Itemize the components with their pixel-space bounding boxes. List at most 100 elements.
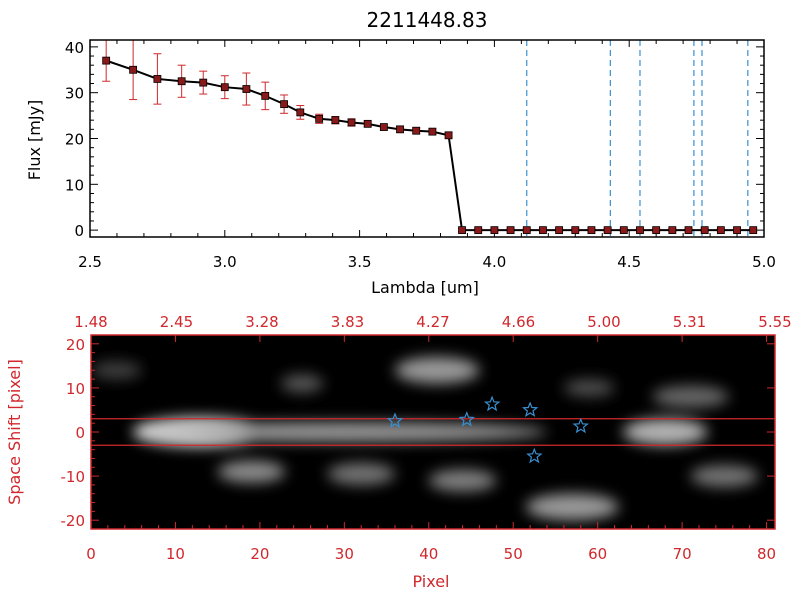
spectrum-x-label: Lambda [um] <box>371 278 479 297</box>
spectrum-data-point <box>490 226 499 235</box>
spectrum-x-tick-label: 3.0 <box>213 253 237 271</box>
image-blob <box>91 361 142 380</box>
spectrum-data-point <box>412 126 421 135</box>
spectrum-x-tick-label: 4.5 <box>617 253 641 271</box>
image-x-tick-label: 20 <box>250 545 269 563</box>
spectrum-data-point <box>199 78 208 87</box>
image-blob <box>525 493 619 521</box>
image-blob <box>652 385 729 408</box>
spectrum-data-point <box>315 114 324 123</box>
spectrum-data-point <box>347 118 356 127</box>
image-top-tick-label: 5.00 <box>587 313 620 331</box>
image-star-marker <box>386 412 404 428</box>
image-stars <box>386 395 589 464</box>
spectrum-data-point <box>242 85 251 93</box>
image-x-label: Pixel <box>412 572 449 591</box>
spectrum-data-point <box>363 119 372 128</box>
image-y-label: Space Shift [pixel] <box>5 359 24 505</box>
spectrum-data-point <box>619 226 628 235</box>
image-blob <box>281 374 324 393</box>
image-star-marker <box>526 447 543 464</box>
spectrum-data-point <box>716 226 725 235</box>
spectrum-data-point <box>153 75 162 83</box>
spectrum-panel: 2211448.83 Flux [mJy] Lambda [um] 2.5 3.0… <box>25 8 776 297</box>
spectrum-data-point <box>506 226 515 235</box>
image-x-tick-label: 10 <box>166 545 185 563</box>
image-blob <box>690 465 759 488</box>
image-blob <box>428 469 497 492</box>
spectrum-x-tick-label: 3.5 <box>348 253 372 271</box>
spectrum-data-point <box>684 226 693 235</box>
spectrum-data-point <box>458 226 466 235</box>
spectrum-data-point <box>296 108 305 117</box>
spectrum-data-point <box>668 226 677 235</box>
image-y-tick-label: 10 <box>66 380 85 398</box>
spectrum-y-tick-label: 10 <box>65 176 84 194</box>
spectrum-y-tick-label: 0 <box>74 222 84 240</box>
spectrum-vertical-lines <box>526 40 749 237</box>
spectrum-data-point <box>444 131 453 140</box>
image-y-tick-label: 20 <box>66 336 85 354</box>
image-y-tick-label: 0 <box>75 424 85 442</box>
image-blob <box>217 460 286 483</box>
spectrum-data-point <box>379 123 388 131</box>
spectrum-data-point <box>220 83 229 92</box>
spectrum-x-tick-label: 4.0 <box>482 253 506 271</box>
spectrum-data-point <box>428 127 437 136</box>
spectrum-data-point <box>280 100 289 109</box>
image-blobs <box>91 357 759 521</box>
spectrum-image-panel: 0 10 20 30 40 50 60 70 80 -20 -10 0 10 20 1.48 2.45 3.28… <box>5 313 792 591</box>
image-x-tick-label: 60 <box>588 545 607 563</box>
spectrum-data-point <box>700 226 709 235</box>
image-star-marker <box>483 395 501 412</box>
spectrum-axes: 2.5 3.0 3.5 4.0 4.5 5.0 0 10 20 30 40 <box>65 39 776 271</box>
spectrum-data-point <box>749 226 758 235</box>
image-x-tick-label: 70 <box>673 545 692 563</box>
spectrum-plot-frame <box>89 39 765 238</box>
spectrum-data-point <box>331 116 340 125</box>
image-axes: 0 10 20 30 40 50 60 70 80 -20 -10 0 10 20 1.48 2.45 3.28… <box>61 313 792 563</box>
spectrum-data-point <box>474 226 483 235</box>
spectrum-data-point <box>539 226 547 235</box>
spectrum-data-point <box>396 125 404 134</box>
spectrum-title: 2211448.83 <box>367 8 488 32</box>
image-top-tick-label: 5.55 <box>758 313 791 331</box>
image-y-tick-label: -20 <box>61 512 86 530</box>
spectrum-y-tick-label: 30 <box>65 85 84 103</box>
spectrum-data-point <box>102 56 111 65</box>
spectrum-data-point <box>177 77 186 86</box>
image-x-tick-label: 30 <box>335 545 354 563</box>
spectrum-data-point <box>129 65 138 74</box>
image-blob <box>327 462 395 485</box>
spectrum-data-point <box>261 91 270 100</box>
image-top-tick-label: 5.31 <box>673 313 706 331</box>
spectrum-data-point <box>603 226 612 235</box>
spectrum-series <box>102 40 758 235</box>
image-top-tick-label: 4.66 <box>502 313 535 331</box>
image-blob <box>395 357 480 384</box>
image-x-tick-label: 80 <box>757 545 776 563</box>
spectrum-y-label: Flux [mJy] <box>25 100 44 181</box>
spectrum-data-point <box>571 226 580 235</box>
image-trace-lines <box>91 418 775 446</box>
image-top-tick-label: 1.48 <box>74 313 107 331</box>
spectrum-x-tick-label: 5.0 <box>752 253 776 271</box>
spectrum-data-point <box>733 226 741 235</box>
image-x-tick-label: 50 <box>504 545 523 563</box>
image-x-tick-label: 40 <box>419 545 438 563</box>
spectrum-x-tick-label: 2.5 <box>78 253 102 271</box>
image-top-tick-label: 4.27 <box>416 313 449 331</box>
image-star-marker <box>572 417 589 434</box>
spectrum-data-point <box>555 226 564 235</box>
image-x-tick-label: 0 <box>86 545 96 563</box>
spectrum-data-point <box>587 226 596 235</box>
image-star-marker <box>458 411 475 427</box>
image-blob <box>623 418 708 446</box>
spectrum-data-point <box>636 226 644 235</box>
image-y-tick-label: -10 <box>61 468 86 486</box>
image-top-tick-label: 3.28 <box>245 313 278 331</box>
spectrum-y-tick-label: 40 <box>65 39 84 57</box>
spectrum-y-tick-label: 20 <box>65 131 84 149</box>
